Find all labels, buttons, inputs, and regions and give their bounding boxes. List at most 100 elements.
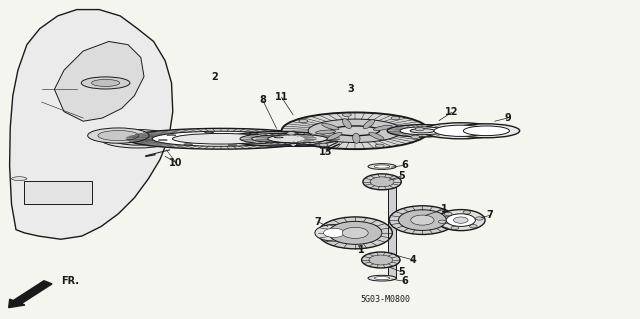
Ellipse shape (318, 217, 392, 249)
Ellipse shape (172, 133, 269, 144)
Ellipse shape (152, 131, 289, 146)
Text: 5G03-M0800: 5G03-M0800 (360, 295, 410, 304)
Ellipse shape (299, 119, 308, 123)
Ellipse shape (374, 165, 390, 168)
Text: 5: 5 (398, 171, 404, 181)
Ellipse shape (167, 135, 176, 136)
Ellipse shape (112, 132, 163, 145)
Ellipse shape (375, 144, 384, 147)
Ellipse shape (463, 126, 509, 136)
Ellipse shape (322, 123, 339, 130)
Text: 2: 2 (211, 71, 218, 82)
Ellipse shape (323, 228, 345, 237)
Ellipse shape (453, 124, 520, 138)
Ellipse shape (363, 174, 401, 190)
Text: 7: 7 (487, 210, 493, 220)
Ellipse shape (92, 79, 120, 86)
Ellipse shape (327, 132, 342, 140)
Ellipse shape (434, 125, 488, 137)
Ellipse shape (81, 77, 130, 89)
Ellipse shape (315, 225, 353, 241)
Ellipse shape (389, 206, 456, 234)
Ellipse shape (316, 130, 335, 134)
Ellipse shape (415, 128, 424, 131)
Ellipse shape (243, 131, 352, 146)
Ellipse shape (328, 221, 382, 244)
Ellipse shape (12, 177, 27, 181)
Text: 6: 6 (401, 276, 408, 286)
Ellipse shape (444, 212, 452, 216)
Ellipse shape (369, 132, 384, 140)
Ellipse shape (227, 134, 285, 143)
Ellipse shape (399, 210, 446, 230)
Ellipse shape (470, 225, 477, 228)
Ellipse shape (331, 126, 380, 136)
Ellipse shape (126, 128, 316, 149)
Ellipse shape (342, 227, 368, 238)
Ellipse shape (422, 123, 499, 139)
Ellipse shape (362, 252, 400, 268)
Ellipse shape (100, 130, 175, 148)
Ellipse shape (275, 137, 284, 138)
FancyBboxPatch shape (24, 181, 92, 204)
Ellipse shape (252, 135, 305, 143)
Text: 8: 8 (259, 94, 266, 105)
Ellipse shape (158, 139, 167, 141)
Ellipse shape (410, 129, 435, 133)
Text: 5: 5 (398, 267, 404, 277)
Ellipse shape (342, 119, 351, 129)
Ellipse shape (88, 128, 149, 143)
Ellipse shape (268, 135, 328, 143)
Ellipse shape (282, 113, 429, 149)
Ellipse shape (476, 217, 483, 220)
Ellipse shape (373, 125, 392, 130)
Ellipse shape (184, 144, 193, 145)
Ellipse shape (308, 119, 402, 143)
Ellipse shape (124, 128, 318, 149)
Ellipse shape (374, 277, 390, 280)
Text: 1: 1 (442, 204, 448, 214)
Ellipse shape (391, 116, 400, 120)
Ellipse shape (411, 215, 434, 225)
Polygon shape (54, 41, 144, 121)
Ellipse shape (446, 214, 476, 226)
Text: 6: 6 (401, 160, 408, 170)
Text: 1: 1 (358, 245, 365, 256)
FancyBboxPatch shape (388, 185, 396, 278)
Ellipse shape (463, 211, 470, 214)
Ellipse shape (370, 177, 394, 187)
Ellipse shape (438, 220, 446, 223)
Text: 13: 13 (319, 147, 333, 157)
Ellipse shape (353, 133, 360, 143)
Polygon shape (10, 10, 173, 239)
Text: 9: 9 (504, 113, 511, 123)
Ellipse shape (436, 210, 485, 231)
Ellipse shape (216, 133, 296, 145)
FancyArrow shape (9, 281, 52, 308)
Ellipse shape (266, 142, 275, 143)
Ellipse shape (369, 255, 393, 265)
Ellipse shape (342, 113, 351, 116)
Ellipse shape (98, 130, 139, 141)
Ellipse shape (368, 275, 396, 281)
Text: 7: 7 (315, 217, 321, 227)
Ellipse shape (368, 164, 396, 169)
Ellipse shape (287, 132, 296, 135)
Ellipse shape (255, 133, 340, 145)
Ellipse shape (288, 131, 299, 146)
Ellipse shape (249, 133, 258, 134)
Ellipse shape (363, 120, 374, 129)
Text: FR.: FR. (61, 276, 79, 286)
Ellipse shape (227, 132, 330, 146)
Ellipse shape (400, 127, 445, 135)
Text: 4: 4 (410, 255, 417, 265)
Text: 10: 10 (169, 158, 183, 168)
Text: 11: 11 (275, 92, 289, 102)
Ellipse shape (205, 132, 214, 133)
Ellipse shape (387, 125, 458, 137)
Ellipse shape (319, 143, 328, 146)
Text: 3: 3 (348, 84, 354, 94)
Ellipse shape (451, 226, 459, 230)
Text: 12: 12 (445, 107, 459, 117)
Ellipse shape (240, 133, 317, 144)
